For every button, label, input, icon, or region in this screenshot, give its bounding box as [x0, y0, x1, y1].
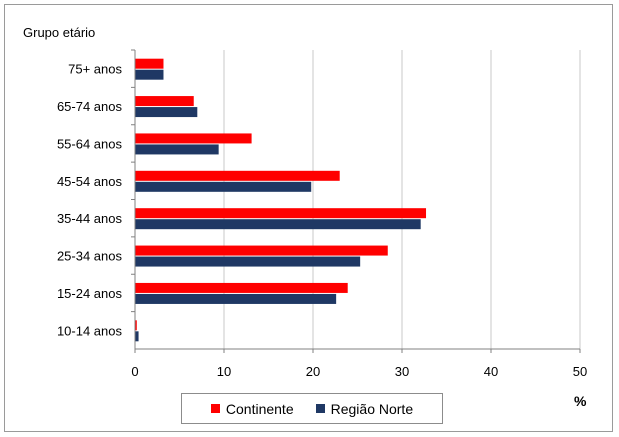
tick-labels: 0 10 20 30 40 50: [131, 364, 587, 379]
category-label: 15-24 anos: [57, 286, 123, 301]
legend-swatch-regiao-norte: [315, 404, 325, 413]
bar-regiao-norte: [135, 107, 198, 118]
legend-label-regiao-norte: Região Norte: [330, 400, 414, 417]
category-label: 35-44 anos: [57, 211, 123, 226]
x-tick-label: 30: [395, 364, 409, 379]
x-axis-title: %: [574, 393, 587, 409]
bar-continente: [135, 58, 164, 69]
bar-regiao-norte: [135, 256, 361, 267]
x-tick-label: 20: [306, 364, 320, 379]
bar-continente: [135, 170, 340, 181]
grid-lines: [223, 50, 581, 349]
category-labels: 75+ anos 65-74 anos 55-64 anos 45-54 anos 35…: [57, 62, 123, 339]
category-label: 25-34 anos: [57, 249, 123, 264]
bar-continente: [135, 133, 252, 144]
axes: [131, 49, 581, 353]
bar-continente: [135, 96, 194, 107]
chart-frame: [4, 4, 613, 432]
category-label: 10-14 anos: [57, 323, 123, 338]
bar-continente: [135, 208, 427, 219]
x-tick-label: 0: [131, 364, 138, 379]
bar-regiao-norte: [135, 219, 421, 230]
x-tick-label: 40: [484, 364, 498, 379]
bar-regiao-norte: [135, 293, 337, 304]
category-label: 65-74 anos: [57, 99, 123, 114]
bar-continente: [135, 320, 137, 331]
bar-regiao-norte: [135, 331, 139, 342]
legend: Continente Região Norte: [181, 393, 443, 424]
legend-item-regiao-norte: Região Norte: [315, 400, 414, 417]
x-tick-label: 50: [573, 364, 587, 379]
category-label: 45-54 anos: [57, 174, 123, 189]
x-tick-label: 10: [217, 364, 231, 379]
legend-swatch-continente: [210, 404, 220, 413]
bar-continente: [135, 282, 348, 293]
bar-regiao-norte: [135, 69, 164, 80]
bar-continente: [135, 245, 388, 256]
legend-label-continente: Continente: [225, 400, 294, 417]
y-axis-title: Grupo etário: [23, 25, 96, 40]
bar-regiao-norte: [135, 144, 219, 155]
bar-regiao-norte: [135, 181, 312, 192]
legend-item-continente: Continente: [210, 400, 294, 417]
category-label: 75+ anos: [68, 62, 122, 77]
category-label: 55-64 anos: [57, 136, 123, 151]
bars: [135, 58, 427, 342]
